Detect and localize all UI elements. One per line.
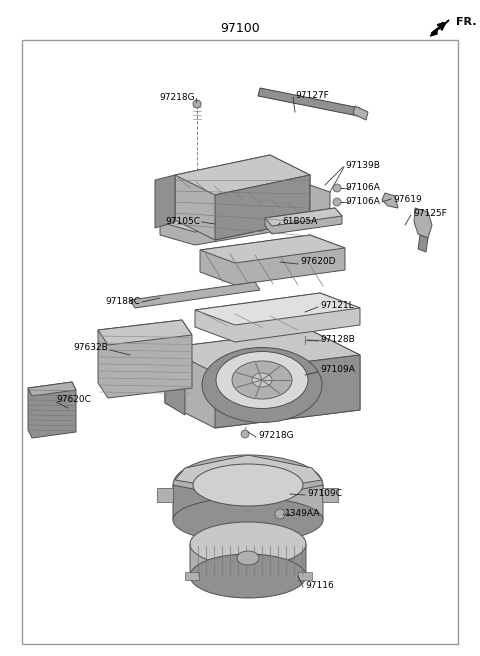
- Polygon shape: [382, 193, 398, 208]
- Polygon shape: [98, 320, 192, 345]
- Polygon shape: [28, 382, 76, 396]
- Polygon shape: [190, 544, 248, 586]
- Polygon shape: [195, 293, 360, 342]
- Polygon shape: [175, 155, 310, 240]
- Polygon shape: [155, 175, 175, 228]
- Polygon shape: [414, 208, 432, 238]
- Circle shape: [333, 198, 341, 206]
- Circle shape: [193, 100, 201, 108]
- Text: 97116: 97116: [305, 581, 334, 590]
- Text: 97105C: 97105C: [165, 218, 200, 226]
- Polygon shape: [353, 106, 368, 120]
- Text: 1349AA: 1349AA: [285, 508, 320, 518]
- Ellipse shape: [173, 455, 323, 515]
- Text: 97188C: 97188C: [105, 298, 140, 306]
- Polygon shape: [200, 235, 345, 285]
- Polygon shape: [130, 282, 260, 308]
- Polygon shape: [258, 88, 360, 116]
- Polygon shape: [310, 185, 330, 218]
- Ellipse shape: [190, 554, 306, 598]
- Ellipse shape: [193, 464, 303, 506]
- Polygon shape: [265, 208, 342, 226]
- Ellipse shape: [202, 348, 322, 422]
- Bar: [157, 488, 173, 502]
- Circle shape: [333, 184, 341, 192]
- Text: 61B05A: 61B05A: [282, 218, 317, 226]
- Text: 97106A: 97106A: [345, 184, 380, 192]
- Ellipse shape: [232, 361, 292, 399]
- Bar: [185, 572, 199, 580]
- Text: 97109A: 97109A: [320, 365, 355, 375]
- Ellipse shape: [173, 497, 323, 543]
- Bar: [322, 488, 338, 502]
- Ellipse shape: [252, 373, 272, 387]
- Text: 97100: 97100: [220, 22, 260, 35]
- Bar: [298, 572, 312, 580]
- Ellipse shape: [190, 522, 306, 566]
- Polygon shape: [215, 355, 360, 428]
- Polygon shape: [265, 208, 342, 234]
- Ellipse shape: [216, 352, 308, 409]
- Text: 97121L: 97121L: [320, 300, 354, 310]
- Text: 97619: 97619: [393, 194, 422, 203]
- Polygon shape: [28, 382, 76, 438]
- Polygon shape: [160, 205, 295, 245]
- Polygon shape: [175, 455, 322, 492]
- Polygon shape: [248, 485, 323, 535]
- Circle shape: [241, 430, 249, 438]
- Polygon shape: [165, 330, 360, 428]
- Polygon shape: [195, 293, 360, 325]
- Text: 97620C: 97620C: [56, 396, 91, 405]
- Polygon shape: [165, 348, 185, 415]
- Polygon shape: [215, 175, 310, 240]
- Text: 97125F: 97125F: [413, 209, 447, 218]
- Polygon shape: [200, 235, 345, 263]
- Text: 97218G: 97218G: [258, 430, 294, 440]
- Circle shape: [275, 509, 285, 519]
- Polygon shape: [165, 330, 360, 373]
- Polygon shape: [248, 544, 306, 586]
- Polygon shape: [98, 320, 192, 398]
- Text: 97128B: 97128B: [320, 335, 355, 344]
- Polygon shape: [430, 20, 449, 36]
- Ellipse shape: [237, 551, 259, 565]
- Text: 97632B: 97632B: [73, 344, 108, 352]
- Text: FR.: FR.: [456, 17, 477, 27]
- Text: 97620D: 97620D: [300, 258, 336, 266]
- Polygon shape: [160, 205, 295, 232]
- Polygon shape: [173, 485, 248, 535]
- Polygon shape: [418, 235, 428, 252]
- Text: 97218G: 97218G: [159, 94, 195, 102]
- Text: 97139B: 97139B: [345, 161, 380, 169]
- Polygon shape: [175, 155, 310, 195]
- Text: 97109C: 97109C: [307, 489, 342, 497]
- Text: 97127F: 97127F: [295, 91, 329, 100]
- Text: 97106A: 97106A: [345, 197, 380, 207]
